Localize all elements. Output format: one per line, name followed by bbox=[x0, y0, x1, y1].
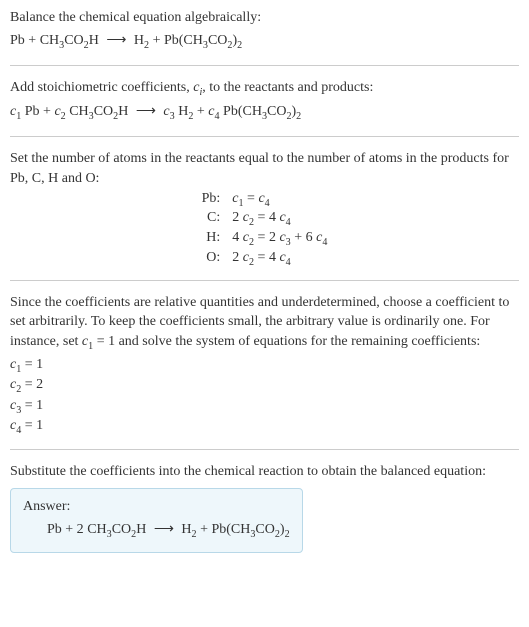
atom-row-eq: c1 = c4 bbox=[232, 191, 519, 209]
ceq: = 1 bbox=[21, 398, 43, 413]
eq-lhs-pb: Pb bbox=[10, 33, 25, 48]
ec-ch: CH bbox=[69, 104, 88, 119]
ans-pbch: Pb(CH bbox=[211, 522, 250, 537]
substitute-text: Substitute the coefficients into the che… bbox=[10, 462, 519, 482]
mid: = bbox=[244, 191, 259, 206]
stoich-text-a: Add stoichiometric coefficients, bbox=[10, 80, 193, 95]
pre-a: 2 bbox=[232, 210, 243, 225]
unbalanced-equation: Pb + CH3CO2H ⟶ H2 + Pb(CH3CO2)2 bbox=[10, 30, 519, 53]
atom-row-eq: 2 c2 = 4 c4 bbox=[232, 250, 519, 268]
eq-rhs-co: CO bbox=[208, 33, 227, 48]
atom-row-label: O: bbox=[10, 250, 220, 268]
coef-row: c3 = 1 bbox=[10, 397, 519, 417]
atom-text: Set the number of atoms in the reactants… bbox=[10, 149, 519, 188]
ceq: = 1 bbox=[21, 357, 43, 372]
ec-co: CO bbox=[94, 104, 113, 119]
ceq: = 1 bbox=[21, 418, 43, 433]
heading-text: Balance the chemical equation algebraica… bbox=[10, 8, 519, 28]
ec-plus: + bbox=[193, 104, 208, 119]
c2-i: 2 bbox=[61, 111, 66, 122]
coef-row: c1 = 1 bbox=[10, 356, 519, 376]
coef-list: c1 = 1 c2 = 2 c3 = 1 c4 = 1 bbox=[10, 356, 519, 438]
stoich-text: Add stoichiometric coefficients, ci, to … bbox=[10, 78, 519, 100]
answer-label: Answer: bbox=[23, 499, 290, 515]
atom-row-label: C: bbox=[10, 210, 220, 228]
eq-rhs-h: H bbox=[134, 33, 144, 48]
answer-box: Answer: Pb + 2 CH3CO2H ⟶ H2 + Pb(CH3CO2)… bbox=[10, 488, 303, 553]
eq-sub-2d: 2 bbox=[237, 39, 242, 50]
ans-co2: CO bbox=[255, 522, 274, 537]
mid: = 4 bbox=[254, 250, 279, 265]
ans-co: CO bbox=[112, 522, 131, 537]
c4-i: 4 bbox=[214, 111, 219, 122]
arrow-icon: ⟶ bbox=[102, 30, 130, 51]
coef-row: c4 = 1 bbox=[10, 417, 519, 437]
ans-lhs1: Pb + 2 bbox=[47, 522, 87, 537]
eq-rhs-pbch: Pb(CH bbox=[164, 33, 203, 48]
eq-plus2: + bbox=[149, 33, 164, 48]
section-stoichiometric: Add stoichiometric coefficients, ci, to … bbox=[10, 78, 519, 138]
section-atom-balance: Set the number of atoms in the reactants… bbox=[10, 149, 519, 280]
eq-lhs-h: H bbox=[89, 33, 99, 48]
answer-equation: Pb + 2 CH3CO2H ⟶ H2 + Pb(CH3CO2)2 bbox=[23, 521, 290, 540]
mid: = 4 bbox=[254, 210, 279, 225]
ib: 4 bbox=[286, 217, 291, 228]
ec-co2: CO bbox=[267, 104, 286, 119]
section-answer: Substitute the coefficients into the che… bbox=[10, 462, 519, 564]
eq-lhs-ch: CH bbox=[40, 33, 59, 48]
ans-h: H bbox=[136, 522, 146, 537]
ec-h: H bbox=[118, 104, 128, 119]
section-solve: Since the coefficients are relative quan… bbox=[10, 293, 519, 451]
mid: = 2 bbox=[254, 230, 279, 245]
ceq: = 2 bbox=[21, 377, 43, 392]
coef-row: c2 = 2 bbox=[10, 376, 519, 396]
ib: 4 bbox=[286, 257, 291, 268]
c3-i: 3 bbox=[170, 111, 175, 122]
arrow-icon: ⟶ bbox=[150, 521, 178, 538]
ans-ch: CH bbox=[87, 522, 106, 537]
section-balance-heading: Balance the chemical equation algebraica… bbox=[10, 8, 519, 66]
ans-2c: 2 bbox=[285, 529, 290, 540]
atom-table: Pb: c1 = c4 C: 2 c2 = 4 c4 H: 4 c2 = 2 c… bbox=[10, 191, 519, 268]
pre-a: 4 bbox=[232, 230, 243, 245]
atom-row-eq: 2 c2 = 4 c4 bbox=[232, 210, 519, 228]
ans-h2a: H bbox=[181, 522, 191, 537]
ec-h2a: H bbox=[178, 104, 188, 119]
stoich-text-b: , to the reactants and products: bbox=[202, 80, 373, 95]
eq-plus: + bbox=[25, 33, 40, 48]
pre-a: 2 bbox=[232, 250, 243, 265]
atom-row-label: H: bbox=[10, 230, 220, 248]
solve-text: Since the coefficients are relative quan… bbox=[10, 293, 519, 354]
tail-i: 4 bbox=[322, 237, 327, 248]
eq-lhs-co: CO bbox=[64, 33, 83, 48]
ib: 4 bbox=[265, 197, 270, 208]
c1-sp: Pb + bbox=[21, 104, 54, 119]
equation-with-c: c1 Pb + c2 CH3CO2H ⟶ c3 H2 + c4 Pb(CH3CO… bbox=[10, 101, 519, 124]
atom-row-label: Pb: bbox=[10, 191, 220, 209]
solve-text-b: = 1 and solve the system of equations fo… bbox=[93, 334, 480, 349]
ans-plus: + bbox=[197, 522, 212, 537]
atom-row-eq: 4 c2 = 2 c3 + 6 c4 bbox=[232, 230, 519, 248]
ec-2c: 2 bbox=[296, 111, 301, 122]
tail-pre: + 6 bbox=[291, 230, 316, 245]
ec-pbch: Pb(CH bbox=[223, 104, 262, 119]
arrow-icon: ⟶ bbox=[132, 101, 160, 122]
